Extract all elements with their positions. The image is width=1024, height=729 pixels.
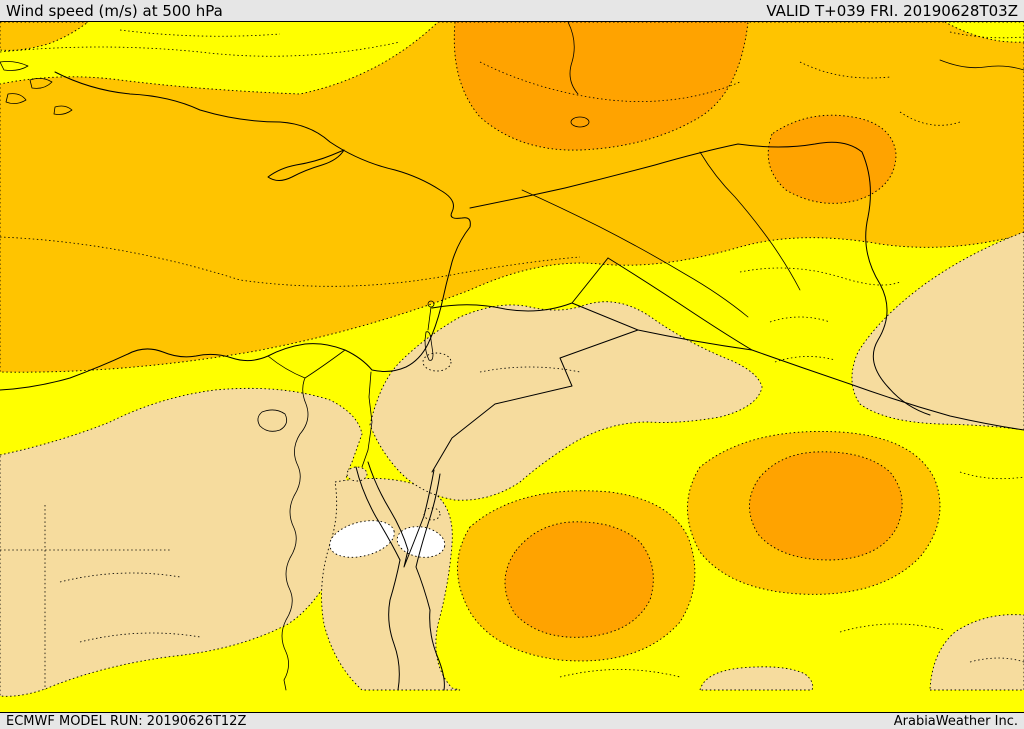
wind-band-tan-regions xyxy=(0,231,1024,697)
coastlines-and-borders xyxy=(0,22,1024,691)
wind-band-orange-south xyxy=(457,431,941,662)
valid-time-label: VALID T+039 FRI. 20190628T03Z xyxy=(766,1,1018,20)
model-run-label: ECMWF MODEL RUN: 20190626T12Z xyxy=(6,713,247,729)
map-canvas xyxy=(0,22,1024,712)
wind-band-orange-jet xyxy=(0,22,1024,373)
weather-map xyxy=(0,22,1024,712)
wind-band-dark-orange-north xyxy=(453,22,897,204)
footer-bar: ECMWF MODEL RUN: 20190626T12Z ArabiaWeat… xyxy=(0,712,1024,729)
map-title: Wind speed (m/s) at 500 hPa xyxy=(6,1,223,20)
wind-band-white-patches xyxy=(329,520,446,558)
header-bar: Wind speed (m/s) at 500 hPa VALID T+039 … xyxy=(0,0,1024,22)
isotach-dotted-contours xyxy=(0,29,1024,690)
brand-label: ArabiaWeather Inc. xyxy=(893,713,1018,729)
